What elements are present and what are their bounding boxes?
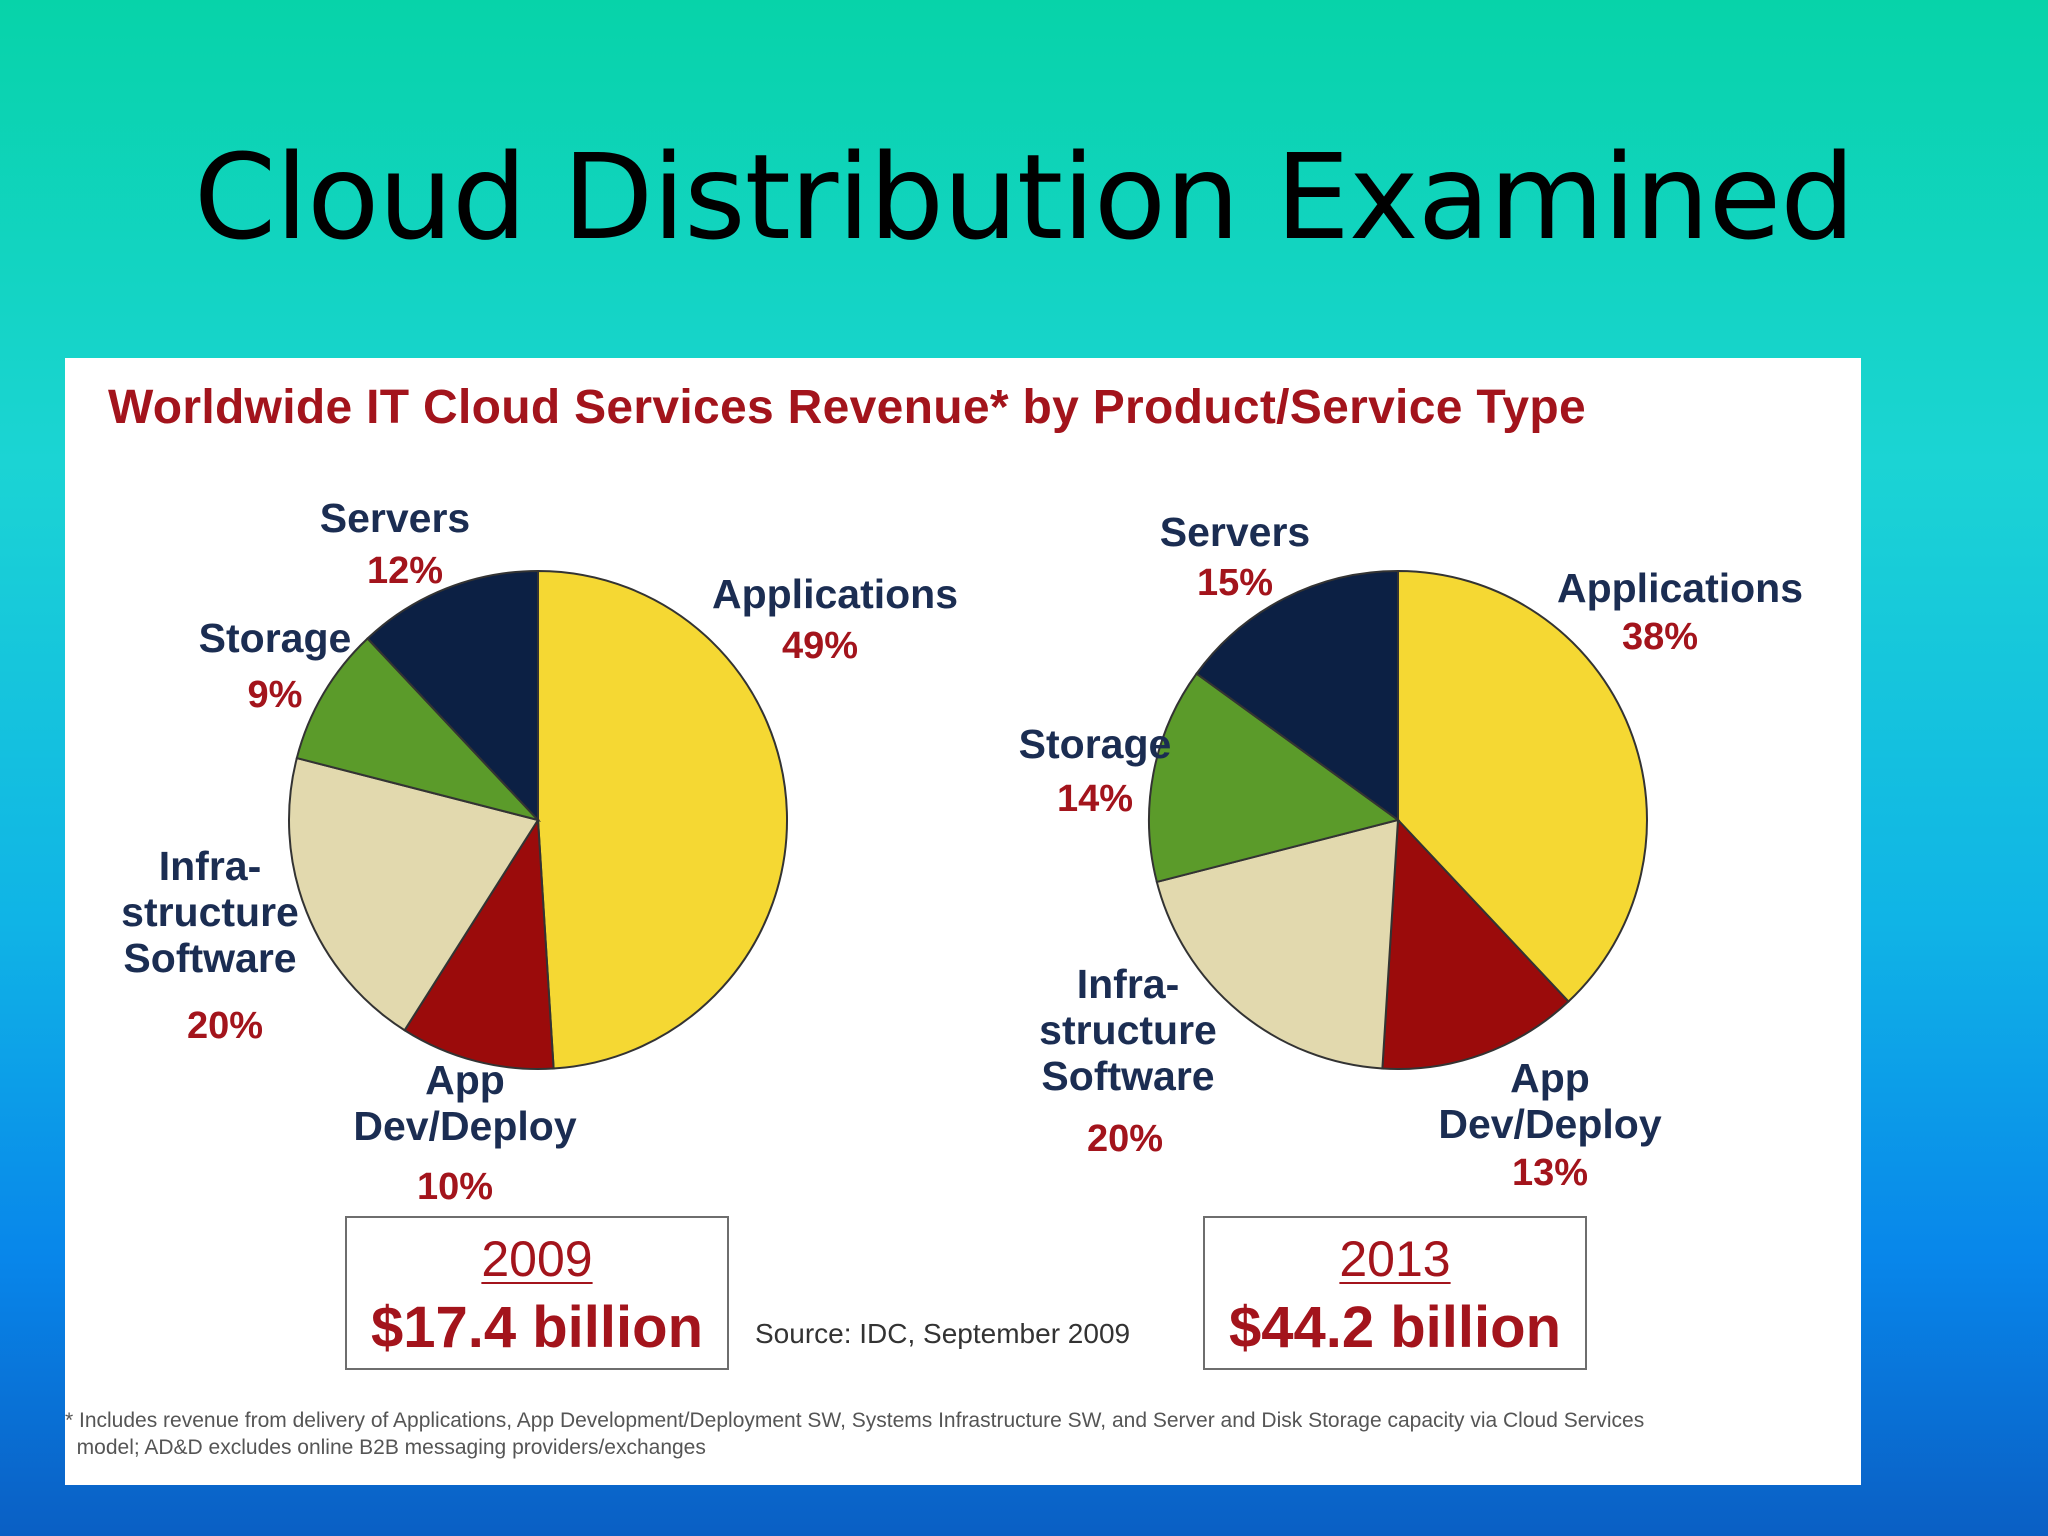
pct-2013-appdev: 13% bbox=[1511, 1152, 1589, 1194]
pie-charts bbox=[288, 569, 1648, 1070]
pct-2009-applications: 49% bbox=[781, 625, 859, 667]
pct-2013-infrastructure: 20% bbox=[1086, 1118, 1164, 1160]
label-2013-servers: Servers bbox=[1159, 509, 1311, 555]
chart-panel: Worldwide IT Cloud Services Revenue* by … bbox=[65, 358, 1861, 1485]
pie-slice-2013-storage bbox=[1148, 672, 1401, 884]
slide-title: Cloud Distribution Examined bbox=[193, 128, 1855, 266]
label-2009-servers: Servers bbox=[319, 495, 471, 541]
source-note: Source: IDC, September 2009 bbox=[755, 1318, 1131, 1349]
total-amount-2009: $17.4 billion bbox=[371, 1295, 703, 1360]
total-box-2009: 2009 $17.4 billion bbox=[345, 1216, 729, 1370]
pie-slice-2013-applications bbox=[1397, 569, 1648, 1003]
chart-title: Worldwide IT Cloud Services Revenue* by … bbox=[108, 381, 1586, 434]
pie-slice-2009-app-dev-deploy bbox=[403, 816, 555, 1070]
pie-slice-2009-infrastructure-software bbox=[288, 756, 540, 1032]
pct-2009-infrastructure: 20% bbox=[186, 1005, 264, 1047]
footnote: * Includes revenue from delivery of Appl… bbox=[65, 1409, 1645, 1459]
pie-slice-2013-servers bbox=[1195, 569, 1399, 822]
label-2013-applications: Applications bbox=[1556, 565, 1804, 611]
label-2013-storage: Storage bbox=[1018, 721, 1172, 767]
pct-2009-appdev: 10% bbox=[416, 1166, 494, 1208]
pct-2013-storage: 14% bbox=[1056, 778, 1134, 820]
pct-2013-servers: 15% bbox=[1196, 562, 1274, 604]
total-amount-2013: $44.2 billion bbox=[1229, 1295, 1561, 1360]
label-2009-appdev: App Dev/Deploy bbox=[353, 1057, 577, 1149]
label-2013-infrastructure: Infra- structure Software bbox=[1039, 961, 1217, 1099]
label-2009-applications: Applications bbox=[711, 571, 959, 617]
pie-slice-2009-storage bbox=[295, 637, 542, 822]
pct-2009-storage: 9% bbox=[247, 674, 303, 716]
pie-slice-2009-applications bbox=[537, 569, 789, 1070]
label-2009-storage: Storage bbox=[198, 615, 352, 661]
pct-2013-applications: 38% bbox=[1621, 616, 1699, 658]
pie-slice-2009-servers bbox=[366, 569, 539, 823]
pie-slice-2013-infrastructure-software bbox=[1155, 818, 1400, 1070]
total-year-2009: 2009 bbox=[481, 1231, 593, 1287]
label-2009-infrastructure: Infra- structure Software bbox=[121, 843, 299, 981]
total-year-2013: 2013 bbox=[1339, 1231, 1451, 1287]
pct-2009-servers: 12% bbox=[366, 550, 444, 592]
pie-slice-2013-app-dev-deploy bbox=[1381, 817, 1570, 1070]
total-box-2013: 2013 $44.2 billion bbox=[1203, 1216, 1587, 1370]
label-2013-appdev: App Dev/Deploy bbox=[1438, 1055, 1662, 1147]
